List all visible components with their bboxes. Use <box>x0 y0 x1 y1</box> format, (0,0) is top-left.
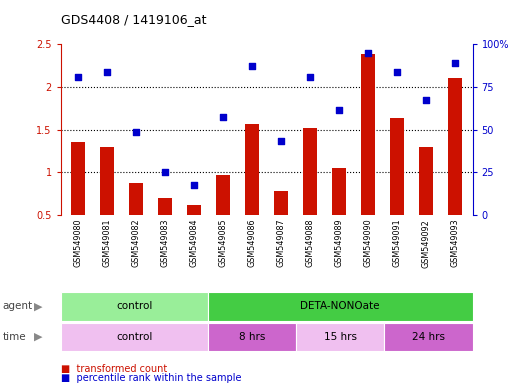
Text: GSM549081: GSM549081 <box>102 219 111 267</box>
Text: ▶: ▶ <box>34 301 42 311</box>
Text: GSM549091: GSM549091 <box>393 219 402 267</box>
Bar <box>129 182 144 215</box>
Text: ■  percentile rank within the sample: ■ percentile rank within the sample <box>61 373 241 383</box>
Text: 24 hrs: 24 hrs <box>412 332 445 342</box>
Text: ■  transformed count: ■ transformed count <box>61 364 167 374</box>
Bar <box>216 175 230 215</box>
Point <box>306 74 314 80</box>
Point <box>393 69 401 75</box>
Text: GSM549080: GSM549080 <box>73 219 82 267</box>
Bar <box>303 128 317 215</box>
Text: time: time <box>3 332 26 342</box>
Bar <box>274 191 288 215</box>
Bar <box>384 323 473 351</box>
Text: GSM549092: GSM549092 <box>422 219 431 268</box>
Point <box>422 97 430 103</box>
Point <box>132 129 140 135</box>
Bar <box>245 124 259 215</box>
Text: GSM549084: GSM549084 <box>190 219 199 267</box>
Text: GSM549087: GSM549087 <box>277 219 286 267</box>
Text: GSM549090: GSM549090 <box>364 219 373 267</box>
Bar <box>61 292 208 321</box>
Bar <box>71 142 86 215</box>
Bar <box>61 323 208 351</box>
Point <box>161 169 169 175</box>
Point <box>219 114 228 120</box>
Point <box>364 50 372 56</box>
Point <box>451 60 459 66</box>
Bar <box>332 168 346 215</box>
Bar <box>208 323 296 351</box>
Point <box>277 137 285 144</box>
Bar <box>361 55 375 215</box>
Bar <box>296 323 384 351</box>
Text: control: control <box>116 301 153 311</box>
Bar <box>390 119 404 215</box>
Text: GSM549083: GSM549083 <box>161 219 169 267</box>
Text: GSM549085: GSM549085 <box>219 219 228 267</box>
Text: agent: agent <box>3 301 33 311</box>
Text: 15 hrs: 15 hrs <box>324 332 357 342</box>
Text: control: control <box>116 332 153 342</box>
Text: GDS4408 / 1419106_at: GDS4408 / 1419106_at <box>61 13 206 26</box>
Bar <box>448 78 463 215</box>
Point <box>335 107 343 113</box>
Text: GSM549093: GSM549093 <box>451 219 460 267</box>
Point <box>248 63 257 69</box>
Point <box>74 74 82 80</box>
Text: GSM549089: GSM549089 <box>335 219 344 267</box>
Text: ▶: ▶ <box>34 332 42 342</box>
Text: DETA-NONOate: DETA-NONOate <box>300 301 380 311</box>
Bar <box>100 147 115 215</box>
Point <box>190 182 199 188</box>
Point <box>103 69 111 75</box>
Bar <box>208 292 473 321</box>
Bar <box>158 198 172 215</box>
Bar <box>187 205 201 215</box>
Text: 8 hrs: 8 hrs <box>239 332 265 342</box>
Text: GSM549088: GSM549088 <box>306 219 315 267</box>
Text: GSM549086: GSM549086 <box>248 219 257 267</box>
Bar <box>419 147 433 215</box>
Text: GSM549082: GSM549082 <box>131 219 140 267</box>
